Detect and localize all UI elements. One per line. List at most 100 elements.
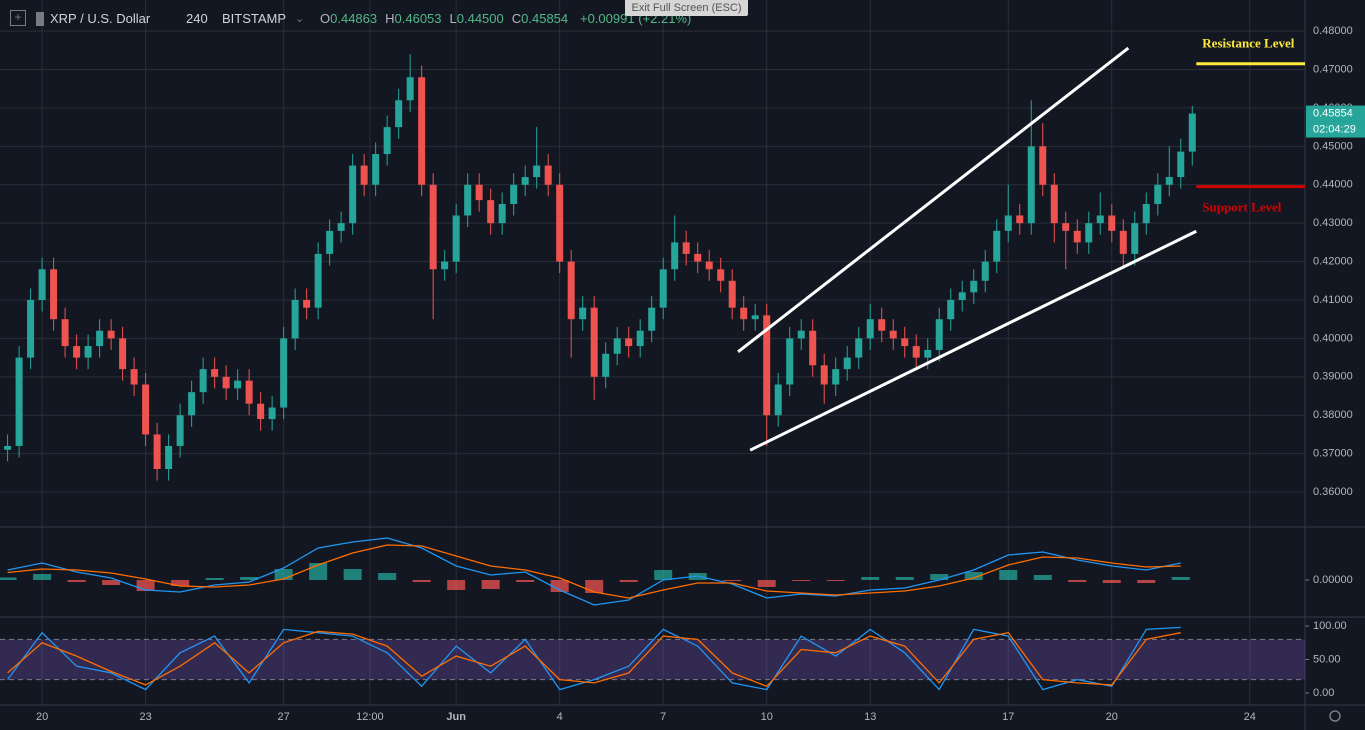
ohlc-value: 0.45854 — [521, 11, 569, 26]
indicator-line — [7, 630, 1181, 688]
candle-body — [418, 77, 426, 185]
candle-body — [774, 384, 782, 416]
candle-body — [981, 261, 989, 281]
macd-histogram-bar — [792, 580, 811, 581]
candle-body — [452, 215, 460, 262]
symbol-icon — [36, 12, 44, 26]
macd-histogram-bar — [1102, 580, 1121, 583]
ohlc-value: 0.46053 — [394, 11, 442, 26]
candle-body — [245, 380, 253, 404]
candle-body — [613, 338, 621, 354]
settings-icon[interactable] — [1329, 710, 1341, 722]
macd-histogram-bar — [274, 569, 293, 580]
candle-body — [625, 338, 633, 347]
candle-body — [659, 269, 667, 308]
y-tick-label: 0.37000 — [1313, 448, 1353, 460]
macd-histogram-bar — [33, 574, 52, 580]
macd-histogram-bar — [585, 580, 604, 593]
macd-histogram-bar — [861, 577, 880, 580]
candle-body — [498, 203, 506, 224]
candle-body — [188, 392, 196, 416]
macd-histogram-bar — [757, 580, 776, 587]
x-tick-label: 12:00 — [356, 711, 384, 723]
candle-body — [1188, 113, 1196, 152]
indicator-line — [7, 544, 1181, 599]
candle-body — [314, 253, 322, 308]
candle-body — [521, 177, 529, 185]
candle-body — [349, 165, 357, 224]
candle-body — [809, 330, 817, 366]
x-tick-label: 7 — [660, 711, 666, 723]
macd-histogram-bar — [930, 574, 949, 580]
candle-body — [843, 357, 851, 370]
candle-body — [475, 184, 483, 201]
x-tick-label: 27 — [278, 711, 290, 723]
candle-body — [763, 315, 771, 416]
macd-histogram-bar — [102, 580, 121, 585]
trendline — [749, 229, 1197, 452]
macd-histogram-bar — [1171, 577, 1190, 580]
exchange[interactable]: BITSTAMP — [222, 11, 287, 26]
y-tick-label: 0.00000 — [1313, 574, 1353, 586]
candle-body — [176, 415, 184, 446]
macd-histogram-bar — [378, 573, 397, 580]
macd-histogram-bar — [964, 572, 983, 580]
candle-body — [96, 330, 104, 347]
macd-histogram-bar — [1033, 575, 1052, 580]
candle-body — [717, 269, 725, 281]
interval[interactable]: 240 — [186, 11, 208, 26]
candle-body — [912, 346, 920, 358]
candle-body — [1016, 215, 1024, 224]
candle-body — [510, 184, 518, 204]
candle-body — [142, 384, 150, 435]
expand-icon[interactable]: + — [10, 10, 26, 26]
y-tick-label: 0.45000 — [1313, 140, 1353, 152]
candle-body — [751, 315, 759, 320]
candle-body — [441, 261, 449, 270]
candle-body — [73, 346, 81, 358]
candle-body — [1085, 223, 1093, 243]
candle-body — [1108, 215, 1116, 231]
candle-body — [602, 353, 610, 377]
candle-body — [406, 77, 414, 101]
candle-body — [50, 269, 58, 320]
candle-body — [153, 434, 161, 469]
macd-histogram-bar — [723, 580, 742, 581]
candle-body — [61, 319, 69, 347]
candle-body — [533, 165, 541, 178]
indicator-line — [7, 626, 1181, 691]
candle-body — [280, 338, 288, 408]
candle-body — [1165, 177, 1173, 185]
candle-body — [1119, 230, 1127, 254]
countdown-label: 02:04:29 — [1313, 123, 1356, 135]
macd-histogram-bar — [1068, 580, 1087, 582]
candle-body — [636, 330, 644, 347]
candle-body — [4, 445, 12, 450]
macd-histogram-bar — [205, 578, 224, 580]
candle-body — [15, 357, 23, 446]
candle-body — [855, 338, 863, 358]
candle-body — [556, 184, 564, 262]
candle-body — [901, 338, 909, 347]
candle-body — [1039, 146, 1047, 185]
candle-body — [84, 346, 92, 358]
symbol[interactable]: XRP / U.S. Dollar — [50, 11, 151, 26]
candle-body — [671, 242, 679, 270]
exit-fullscreen-button[interactable]: Exit Full Screen (ESC) — [625, 0, 748, 16]
macd-histogram-bar — [171, 580, 190, 586]
candle-body — [1154, 184, 1162, 204]
y-tick-label: 0.42000 — [1313, 255, 1353, 267]
candle-body — [372, 154, 380, 185]
candle-body — [947, 299, 955, 320]
candle-body — [1027, 146, 1035, 224]
macd-histogram-bar — [619, 580, 638, 582]
x-tick-label: 23 — [139, 711, 151, 723]
dropdown-chevron[interactable]: ⌄ — [295, 13, 305, 25]
ohlc-label: O — [320, 11, 331, 26]
level-label: Support Level — [1202, 200, 1281, 215]
candle-body — [970, 280, 978, 293]
y-tick-label: 100.00 — [1313, 620, 1347, 632]
candle-body — [395, 100, 403, 128]
candle-body — [866, 319, 874, 339]
